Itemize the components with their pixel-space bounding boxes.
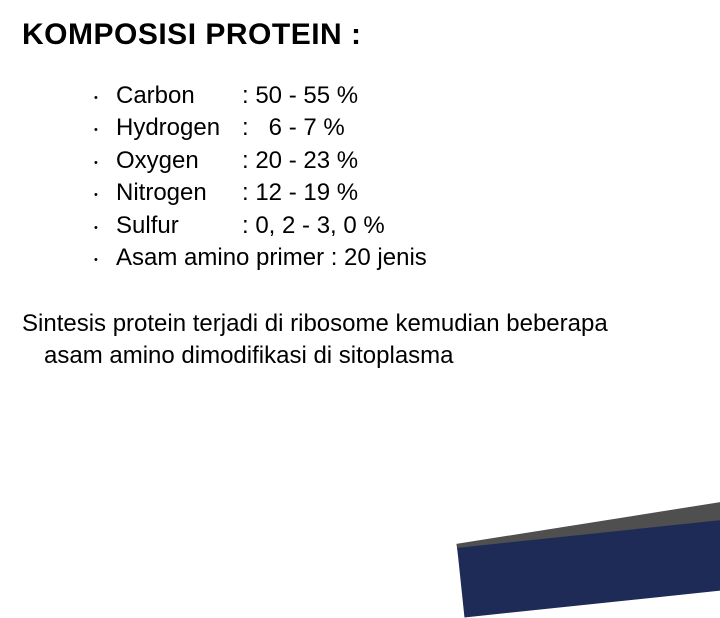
slide-title: KOMPOSISI PROTEIN : bbox=[22, 18, 698, 52]
element-name: Hydrogen bbox=[116, 112, 242, 144]
element-name: Nitrogen bbox=[116, 177, 242, 209]
corner-decoration bbox=[510, 500, 720, 540]
element-value: : 12 - 19 % bbox=[242, 177, 358, 209]
element-name: Sulfur bbox=[116, 210, 242, 242]
bullet-icon: • bbox=[94, 123, 116, 138]
element-name: Carbon bbox=[116, 80, 242, 112]
element-value: : 20 - 23 % bbox=[242, 145, 358, 177]
element-value: : 0, 2 - 3, 0 % bbox=[242, 210, 385, 242]
list-item: • Hydrogen : 6 - 7 % bbox=[94, 112, 698, 144]
bullet-icon: • bbox=[94, 221, 116, 236]
element-name: Oxygen bbox=[116, 145, 242, 177]
list-item: • Carbon : 50 - 55 % bbox=[94, 80, 698, 112]
bullet-icon: • bbox=[94, 188, 116, 203]
element-value: : 6 - 7 % bbox=[242, 112, 345, 144]
list-item: • Asam amino primer : 20 jenis bbox=[94, 242, 698, 274]
composition-list: • Carbon : 50 - 55 % • Hydrogen : 6 - 7 … bbox=[94, 80, 698, 274]
list-item: • Oxygen : 20 - 23 % bbox=[94, 145, 698, 177]
body-paragraph: Sintesis protein terjadi di ribosome kem… bbox=[44, 308, 698, 370]
bullet-icon: • bbox=[94, 156, 116, 171]
list-item: • Sulfur : 0, 2 - 3, 0 % bbox=[94, 210, 698, 242]
element-value: : 50 - 55 % bbox=[242, 80, 358, 112]
bullet-icon: • bbox=[94, 91, 116, 106]
bullet-icon: • bbox=[94, 253, 116, 268]
element-full: Asam amino primer : 20 jenis bbox=[116, 242, 427, 274]
list-item: • Nitrogen : 12 - 19 % bbox=[94, 177, 698, 209]
